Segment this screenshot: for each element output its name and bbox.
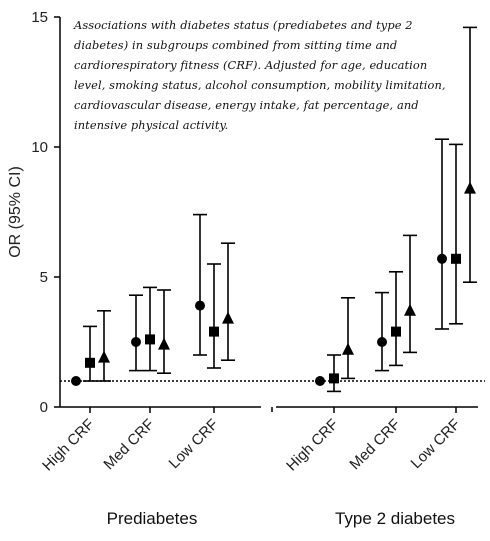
x-tick-label: High CRF xyxy=(283,416,342,475)
x-tick-label: Med CRF xyxy=(346,416,403,473)
point-square xyxy=(85,358,95,368)
point-square xyxy=(329,373,339,383)
point-circle xyxy=(377,337,387,347)
point-circle xyxy=(71,376,81,386)
y-axis-label: OR (95% CI) xyxy=(7,166,24,258)
group-label: Type 2 diabetes xyxy=(335,509,455,528)
x-tick-label: Med CRF xyxy=(100,416,157,473)
chart-annotation: Associations with diabetes status (predi… xyxy=(74,15,454,135)
point-circle xyxy=(315,376,325,386)
point-circle xyxy=(437,254,447,264)
point-square xyxy=(209,327,219,337)
point-square xyxy=(391,327,401,337)
y-tick-label: 15 xyxy=(31,9,48,26)
point-triangle xyxy=(464,182,476,194)
point-square xyxy=(451,254,461,264)
x-tick-label: Low CRF xyxy=(166,416,222,472)
x-tick-label: High CRF xyxy=(39,416,98,475)
point-triangle xyxy=(158,338,170,350)
point-square xyxy=(145,334,155,344)
group-label: Prediabetes xyxy=(107,509,198,528)
point-triangle xyxy=(222,312,234,324)
point-triangle xyxy=(98,351,110,363)
point-triangle xyxy=(342,343,354,355)
y-tick-label: 5 xyxy=(40,269,48,286)
y-tick-label: 10 xyxy=(31,139,48,156)
y-tick-label: 0 xyxy=(40,399,48,416)
x-tick-label: Low CRF xyxy=(408,416,464,472)
point-triangle xyxy=(404,304,416,316)
point-circle xyxy=(195,301,205,311)
point-circle xyxy=(131,337,141,347)
